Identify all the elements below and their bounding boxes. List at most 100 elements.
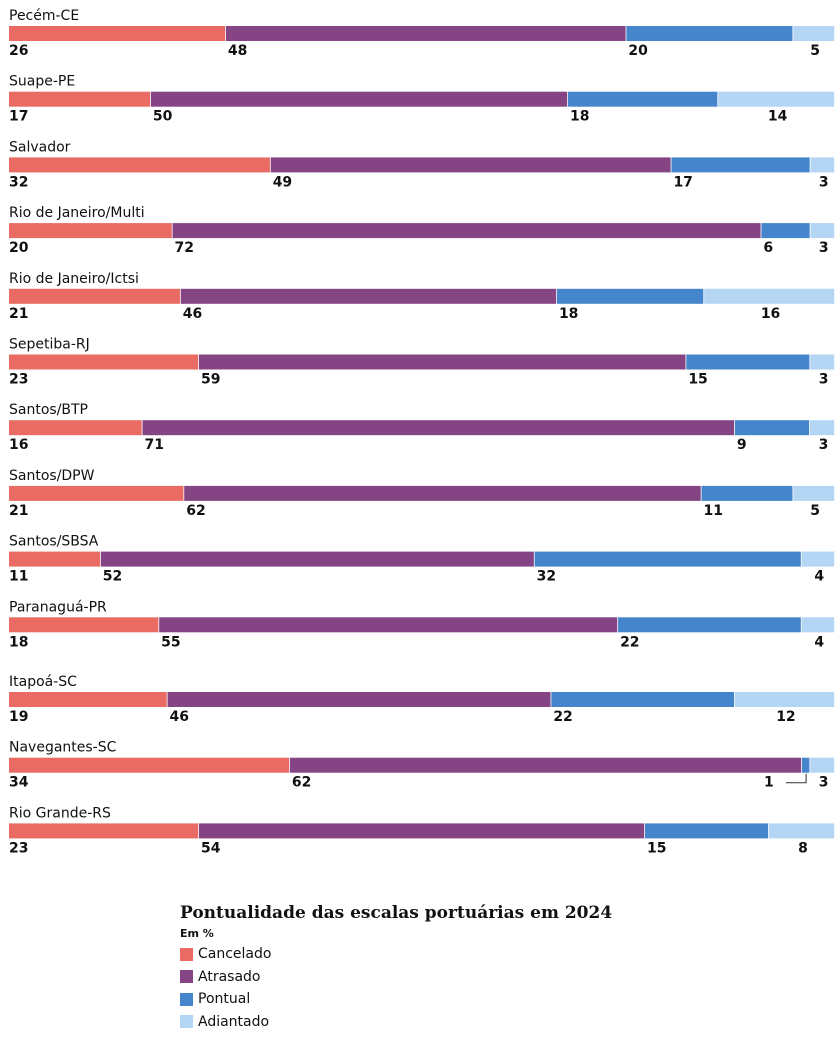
legend-swatch-atrasado [180, 970, 193, 984]
value-label-salvador-atrasado: 49 [273, 174, 292, 190]
bar-segment-rio-de-janeiro-ictsi-pontual [556, 288, 704, 304]
value-label-rio-de-janeiro-multi-pontual: 6 [763, 240, 773, 256]
value-label-itapoa-sc-atrasado: 46 [170, 709, 189, 725]
bar-segment-salvador-adiantado [810, 157, 835, 173]
value-label-santos-dpw-adiantado: 5 [810, 503, 820, 519]
bar-segment-navegantes-sc-cancelado [9, 757, 290, 773]
bar-segment-pecem-ce-adiantado [793, 26, 835, 41]
value-label-santos-sbsa-adiantado: 4 [814, 569, 824, 585]
value-label-itapoa-sc-pontual: 22 [553, 709, 572, 725]
value-label-pecem-ce-adiantado: 5 [810, 43, 820, 59]
value-label-rio-de-janeiro-ictsi-pontual: 18 [559, 306, 578, 322]
value-label-rio-grande-rs-atrasado: 54 [201, 840, 221, 856]
value-label-rio-de-janeiro-multi-atrasado: 72 [175, 240, 194, 256]
legend-swatch-cancelado [180, 947, 193, 961]
bar-segment-suape-pe-pontual [568, 91, 718, 107]
bar-segment-santos-btp-adiantado [809, 420, 835, 436]
bar-segment-santos-sbsa-atrasado [100, 551, 534, 567]
bar-segment-suape-pe-atrasado [150, 91, 568, 107]
value-label-sepetiba-rj-atrasado: 59 [201, 372, 220, 388]
port-label-rio-de-janeiro-multi: Rio de Janeiro/Multi [9, 205, 145, 221]
value-label-pecem-ce-pontual: 20 [628, 43, 648, 59]
bar-segment-santos-btp-atrasado [142, 420, 735, 436]
value-label-santos-dpw-cancelado: 21 [9, 503, 28, 519]
bar-segment-paranagua-pr-cancelado [9, 617, 159, 633]
port-label-rio-de-janeiro-ictsi: Rio de Janeiro/Ictsi [9, 271, 139, 287]
value-label-suape-pe-pontual: 18 [570, 109, 589, 125]
bar-segment-rio-de-janeiro-ictsi-atrasado [180, 288, 557, 304]
value-label-navegantes-sc-adiantado: 3 [819, 775, 829, 791]
bar-segment-navegantes-sc-pontual [801, 757, 810, 773]
value-label-rio-grande-rs-cancelado: 23 [9, 840, 28, 856]
value-label-salvador-pontual: 17 [673, 174, 692, 190]
value-label-salvador-cancelado: 32 [9, 174, 28, 190]
value-label-pecem-ce-atrasado: 48 [228, 43, 247, 59]
value-label-suape-pe-cancelado: 17 [9, 109, 28, 125]
value-label-sepetiba-rj-adiantado: 3 [819, 372, 829, 388]
legend-item-atrasado: Atrasado [180, 966, 612, 989]
bar-segment-santos-btp-pontual [734, 420, 810, 436]
bar-segment-salvador-atrasado [270, 157, 671, 173]
value-label-rio-grande-rs-adiantado: 8 [798, 840, 808, 856]
bar-segment-santos-sbsa-adiantado [801, 551, 835, 567]
value-label-navegantes-sc-cancelado: 34 [9, 775, 29, 791]
bar-segment-rio-grande-rs-adiantado [768, 823, 835, 839]
value-label-itapoa-sc-cancelado: 19 [9, 709, 28, 725]
bar-segment-rio-de-janeiro-multi-adiantado [810, 223, 835, 239]
value-label-santos-dpw-atrasado: 62 [186, 503, 205, 519]
bar-segment-rio-grande-rs-cancelado [9, 823, 199, 839]
value-label-rio-de-janeiro-ictsi-adiantado: 16 [761, 306, 780, 322]
value-label-rio-de-janeiro-ictsi-atrasado: 46 [183, 306, 202, 322]
port-label-rio-grande-rs: Rio Grande-RS [9, 805, 111, 821]
value-label-santos-btp-adiantado: 3 [819, 437, 829, 453]
bar-segment-itapoa-sc-atrasado [167, 692, 551, 707]
chart-unit: Em % [180, 927, 214, 940]
value-label-rio-de-janeiro-multi-cancelado: 20 [9, 240, 29, 256]
bar-segment-suape-pe-adiantado [718, 91, 835, 107]
legend-swatch-adiantado [180, 1015, 193, 1029]
bar-segment-itapoa-sc-cancelado [9, 692, 167, 707]
value-label-paranagua-pr-pontual: 22 [620, 634, 639, 650]
bar-segment-santos-sbsa-pontual [534, 551, 801, 567]
bar-segment-pecem-ce-atrasado [225, 26, 626, 41]
bar-segment-santos-sbsa-cancelado [9, 551, 100, 567]
bar-segment-santos-dpw-adiantado [793, 485, 835, 501]
legend-label-atrasado: Atrasado [198, 968, 261, 985]
port-label-santos-btp: Santos/BTP [9, 402, 88, 418]
value-label-santos-btp-atrasado: 71 [144, 437, 163, 453]
leader-line-navegantes-sc [785, 773, 807, 784]
value-label-pecem-ce-cancelado: 26 [9, 43, 28, 59]
bar-segment-navegantes-sc-atrasado [289, 757, 802, 773]
bar-segment-santos-btp-cancelado [9, 420, 142, 436]
port-label-navegantes-sc: Navegantes-SC [9, 740, 117, 756]
legend-item-cancelado: Cancelado [180, 943, 612, 966]
value-label-santos-sbsa-cancelado: 11 [9, 569, 28, 585]
value-label-rio-de-janeiro-multi-adiantado: 3 [819, 240, 829, 256]
bar-segment-pecem-ce-pontual [626, 26, 793, 41]
value-label-rio-de-janeiro-ictsi-cancelado: 21 [9, 306, 28, 322]
port-label-sepetiba-rj: Sepetiba-RJ [9, 337, 90, 353]
value-label-santos-sbsa-atrasado: 52 [103, 569, 122, 585]
value-label-paranagua-pr-adiantado: 4 [814, 634, 824, 650]
value-label-itapoa-sc-adiantado: 12 [776, 709, 795, 725]
bar-segment-itapoa-sc-pontual [551, 692, 735, 707]
bar-segment-sepetiba-rj-cancelado [9, 354, 199, 370]
value-label-suape-pe-adiantado: 14 [768, 109, 788, 125]
legend-label-cancelado: Cancelado [198, 946, 272, 963]
legend-label-adiantado: Adiantado [198, 1013, 270, 1030]
bar-segment-rio-de-janeiro-ictsi-adiantado [704, 288, 835, 304]
bar-segment-rio-de-janeiro-ictsi-cancelado [9, 288, 180, 304]
bar-segment-paranagua-pr-pontual [618, 617, 801, 633]
bar-segment-rio-grande-rs-atrasado [198, 823, 645, 839]
legend-item-adiantado: Adiantado [180, 1011, 612, 1034]
value-label-santos-btp-cancelado: 16 [9, 437, 28, 453]
chart-title: Pontualidade das escalas portuárias em 2… [180, 903, 613, 923]
bar-segment-rio-de-janeiro-multi-cancelado [9, 223, 172, 239]
value-label-navegantes-sc-pontual: 1 [764, 775, 774, 791]
port-label-santos-sbsa: Santos/SBSA [9, 534, 99, 550]
bar-segment-rio-de-janeiro-multi-atrasado [172, 223, 761, 239]
port-label-santos-dpw: Santos/DPW [9, 468, 95, 484]
value-label-sepetiba-rj-cancelado: 23 [9, 372, 28, 388]
legend-swatch-pontual [180, 992, 193, 1006]
